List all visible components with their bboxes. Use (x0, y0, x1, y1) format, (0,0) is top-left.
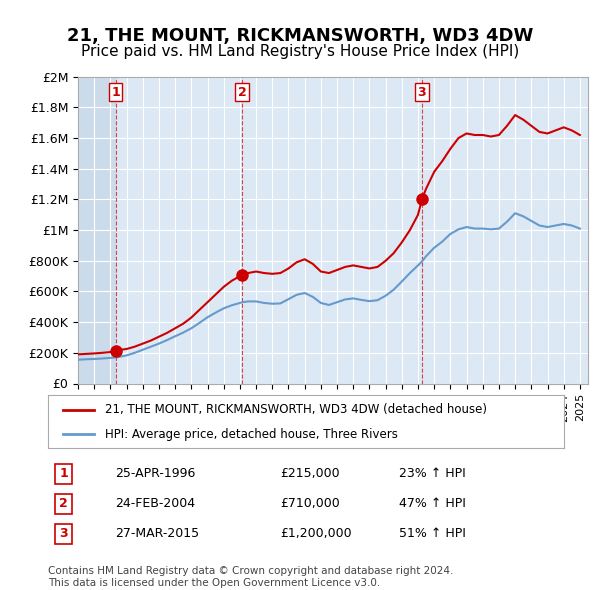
Text: 1: 1 (59, 467, 68, 480)
Text: £710,000: £710,000 (280, 497, 340, 510)
Text: 25-APR-1996: 25-APR-1996 (115, 467, 196, 480)
Text: Contains HM Land Registry data © Crown copyright and database right 2024.
This d: Contains HM Land Registry data © Crown c… (48, 566, 454, 588)
Text: 51% ↑ HPI: 51% ↑ HPI (399, 527, 466, 540)
Text: 27-MAR-2015: 27-MAR-2015 (115, 527, 199, 540)
Text: 47% ↑ HPI: 47% ↑ HPI (399, 497, 466, 510)
Text: Price paid vs. HM Land Registry's House Price Index (HPI): Price paid vs. HM Land Registry's House … (81, 44, 519, 59)
Bar (78, 77, 116, 384)
Text: 2: 2 (238, 86, 247, 99)
Text: 23% ↑ HPI: 23% ↑ HPI (399, 467, 466, 480)
Text: £1,200,000: £1,200,000 (280, 527, 352, 540)
Text: 24-FEB-2004: 24-FEB-2004 (115, 497, 195, 510)
Text: 1: 1 (111, 86, 120, 99)
Text: HPI: Average price, detached house, Three Rivers: HPI: Average price, detached house, Thre… (105, 428, 398, 441)
Text: £215,000: £215,000 (280, 467, 340, 480)
Text: 3: 3 (59, 527, 68, 540)
Text: 3: 3 (418, 86, 426, 99)
Text: 21, THE MOUNT, RICKMANSWORTH, WD3 4DW (detached house): 21, THE MOUNT, RICKMANSWORTH, WD3 4DW (d… (105, 403, 487, 416)
Text: 21, THE MOUNT, RICKMANSWORTH, WD3 4DW: 21, THE MOUNT, RICKMANSWORTH, WD3 4DW (67, 27, 533, 45)
Text: 2: 2 (59, 497, 68, 510)
